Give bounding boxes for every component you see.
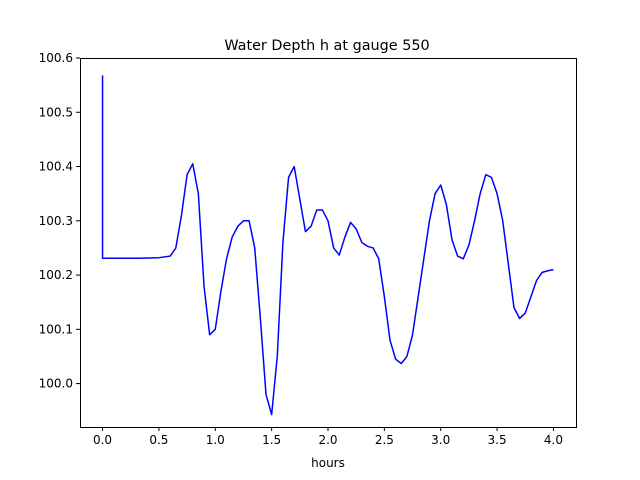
x-tick-label: 4.0 [544,433,563,447]
y-tick-label: 100.2 [39,268,73,282]
x-tick-label: 2.5 [375,433,394,447]
y-tick-label: 100.0 [39,377,73,391]
y-tick-label: 100.5 [39,105,73,119]
x-tick-label: 0.5 [149,433,168,447]
x-axis-ticks: 0.0 0.5 1.0 1.5 2.0 2.5 3.0 3.5 4.0 [93,427,563,447]
x-tick-label: 1.0 [206,433,225,447]
x-tick-label: 3.5 [488,433,507,447]
chart-title: Water Depth h at gauge 550 [224,38,429,54]
y-tick-label: 100.6 [39,51,73,65]
y-tick-label: 100.3 [39,214,73,228]
x-tick-label: 2.0 [318,433,337,447]
x-tick-label: 1.5 [262,433,281,447]
y-tick-label: 100.1 [39,322,73,336]
y-axis-ticks: 100.0 100.1 100.2 100.3 100.4 100.5 100.6 [39,51,80,391]
x-tick-label: 3.0 [431,433,450,447]
plot-area [101,75,554,416]
x-axis-label: hours [311,456,345,470]
y-tick-label: 100.4 [39,160,73,174]
x-tick-label: 0.0 [93,433,112,447]
plot-frame [80,58,577,428]
series-line-0 [101,75,554,416]
